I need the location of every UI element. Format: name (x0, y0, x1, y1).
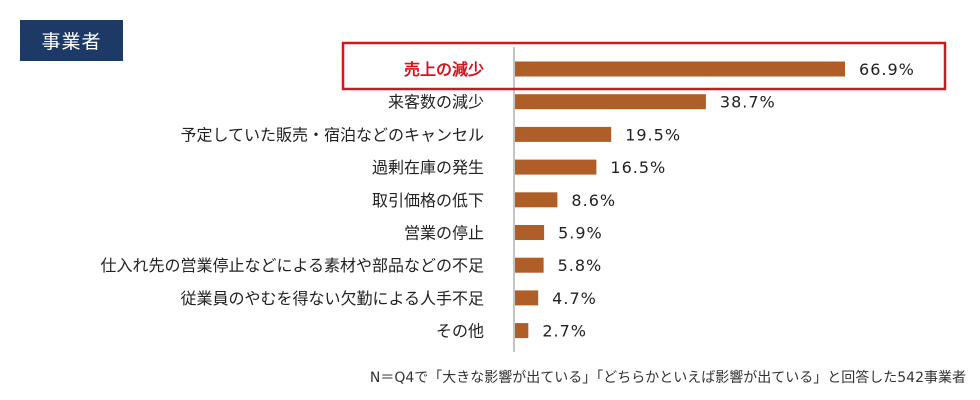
category-label: 営業の停止 (404, 224, 484, 243)
bar (515, 290, 539, 306)
bar (515, 126, 612, 142)
value-label: 4.7% (552, 289, 597, 308)
value-label: 19.5% (625, 125, 681, 144)
value-label: 5.8% (558, 256, 603, 275)
category-label: その他 (436, 322, 484, 341)
bar (515, 94, 706, 110)
category-label: 過剰在庫の発生 (372, 158, 484, 177)
respondent-group-badge: 事業者 (20, 20, 123, 61)
highlight-box (341, 41, 947, 91)
category-label: 来客数の減少 (388, 93, 484, 112)
category-label: 仕入れ先の営業停止などによる素材や部品などの不足 (100, 256, 484, 275)
bar (515, 159, 597, 175)
bar (515, 225, 545, 240)
value-label: 66.9% (859, 60, 915, 79)
category-label: 従業員のやむを得ない欠勤による人手不足 (180, 289, 484, 308)
bar (515, 323, 529, 339)
value-label: 5.9% (558, 224, 603, 243)
bar (515, 192, 558, 208)
value-label: 2.7% (542, 322, 587, 341)
category-label: 予定していた販売・宿泊などのキャンセル (180, 125, 484, 144)
sample-note: N＝Q4で「大きな影響が出ている」「どちらかといえば影響が出ている」と回答した5… (369, 370, 966, 386)
value-label: 16.5% (610, 158, 666, 177)
bar (515, 61, 846, 77)
value-label: 8.6% (571, 191, 616, 210)
category-label: 取引価格の低下 (372, 191, 484, 210)
category-label: 売上の減少 (404, 60, 484, 79)
bar (515, 257, 544, 273)
value-label: 38.7% (720, 93, 776, 112)
